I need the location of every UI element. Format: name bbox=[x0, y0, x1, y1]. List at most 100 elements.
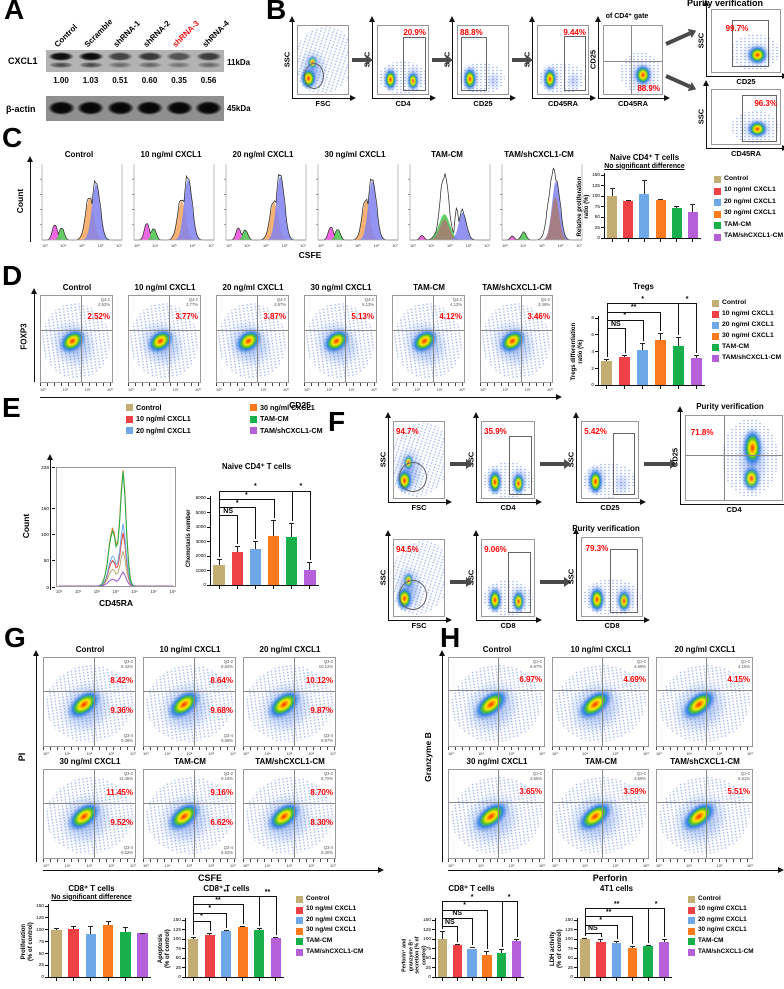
flow-plot: 79.3% SSC CD8 bbox=[567, 528, 650, 630]
x-tick bbox=[659, 386, 661, 389]
legend-swatch bbox=[712, 333, 719, 340]
histogram-plot: 10³ 10⁴ 10⁵ 10⁶ 10⁷ bbox=[217, 162, 309, 250]
protein-band bbox=[137, 62, 162, 68]
x-axis bbox=[604, 238, 701, 239]
x-tick-label: 10⁷ bbox=[392, 243, 398, 248]
scatter-core bbox=[589, 586, 605, 613]
x-tick-label: 10³ bbox=[502, 243, 508, 248]
x-axis bbox=[577, 977, 672, 978]
error-cap bbox=[640, 343, 646, 345]
flow-plot: Q3-2 8.64% Q3-4 9.68% 8.64% 9.68% 10³ 10⁴ 10⁵ 1… bbox=[143, 656, 237, 756]
chart-title: CD8⁺ T cells bbox=[448, 884, 495, 893]
y-tick bbox=[432, 938, 435, 940]
percentage-label: 5.42% bbox=[584, 426, 607, 436]
sig-drop bbox=[696, 303, 698, 354]
x-tick-label: 10⁰ bbox=[216, 386, 222, 392]
percentage-label: 5.51% bbox=[727, 786, 750, 796]
y-axis-label-line: Perforin⁺ and granzyme B⁺ bbox=[400, 938, 414, 972]
sig-drop bbox=[472, 917, 474, 945]
sig-label: NS bbox=[444, 918, 455, 926]
sig-label: NS bbox=[610, 320, 621, 328]
panel-label-a: A bbox=[4, 0, 25, 25]
sig-label: ** bbox=[613, 900, 620, 908]
plot-frame bbox=[41, 164, 123, 241]
quadrant-line-v bbox=[168, 296, 170, 382]
x-tick-label: 10³ bbox=[43, 750, 49, 756]
quadrant-line-v bbox=[520, 296, 522, 382]
quadrant-line-v bbox=[94, 658, 96, 746]
legend-label: 30 ng/ml CXCL1 bbox=[724, 209, 776, 216]
x-tick-label: 10⁵ bbox=[86, 750, 93, 756]
y-axis bbox=[604, 173, 605, 238]
quadrant-line-v bbox=[294, 658, 296, 746]
plot-title: TAM/shCXCL1-CM bbox=[504, 150, 574, 159]
sig-drop bbox=[616, 924, 618, 939]
y-tick bbox=[52, 560, 55, 562]
x-tick-label: 10⁴ bbox=[348, 386, 355, 392]
quadrant-stat: Q3-4 9.52% bbox=[121, 845, 133, 856]
chart-title: Naive CD4⁺ T cells bbox=[221, 462, 292, 471]
x-axis-label: CD25 bbox=[473, 99, 493, 108]
x-axis bbox=[706, 144, 784, 153]
y-tick bbox=[207, 555, 210, 557]
quadrant-line-h bbox=[449, 689, 544, 691]
x-axis-label: CD8 bbox=[604, 621, 620, 630]
error-cap bbox=[658, 198, 664, 200]
legend-label: TAM-CM bbox=[260, 414, 289, 423]
plot-area: 35.9% bbox=[481, 421, 535, 499]
gate-outline bbox=[564, 35, 586, 92]
legend-swatch bbox=[126, 415, 133, 423]
purity-title: Purity verification bbox=[696, 402, 764, 411]
y-tick bbox=[52, 466, 55, 468]
x-tick-labels: 10⁰ 10² 10⁴ 10⁶ bbox=[480, 387, 553, 392]
y-tick bbox=[207, 526, 210, 528]
x-tick-label: 10⁴ bbox=[84, 386, 91, 392]
y-tick bbox=[601, 206, 604, 207]
purity-title: Purity verification bbox=[572, 524, 640, 533]
sig-drop bbox=[624, 328, 626, 353]
quadrant-stat: Q3-4 9.87% bbox=[321, 733, 333, 744]
sig-bracket bbox=[219, 507, 256, 509]
sig-bracket bbox=[442, 926, 458, 928]
quadrant-line-h bbox=[144, 803, 235, 805]
flow-arrow bbox=[450, 576, 473, 587]
error-cap bbox=[690, 204, 696, 206]
x-tick-marks bbox=[43, 859, 136, 862]
flow-arrow bbox=[512, 54, 533, 65]
x-axis-label: CD8 bbox=[500, 621, 516, 630]
protein-band bbox=[77, 52, 104, 61]
y-tick bbox=[432, 948, 435, 949]
quadrant-line-v bbox=[194, 658, 196, 746]
gate-outline bbox=[508, 552, 531, 613]
plot-title: TAM-CM bbox=[585, 757, 617, 766]
x-tick-label: 10⁶ bbox=[195, 386, 201, 392]
x-tick-label: 10² bbox=[448, 862, 454, 868]
x-tick-labels: 10³ 10⁴ 10⁵ 10⁶ 10⁷ bbox=[143, 751, 236, 756]
legend-label: TAM-CM bbox=[724, 220, 752, 228]
error-bar bbox=[291, 523, 293, 538]
x-tick-label: 10⁵ bbox=[286, 750, 293, 756]
legend-swatch bbox=[250, 404, 257, 411]
error-cap bbox=[439, 931, 445, 933]
legend-label: TAM/shCXCL1-CM bbox=[698, 947, 754, 955]
sig-bracket bbox=[442, 901, 502, 903]
x-tick-marks bbox=[656, 859, 753, 862]
percentage-label: 9.16% bbox=[210, 788, 233, 798]
lane-label: shRNA-1 bbox=[111, 18, 142, 49]
x-tick bbox=[254, 586, 256, 589]
band-density-value: 0.60 bbox=[141, 76, 158, 85]
x-tick bbox=[218, 586, 220, 589]
quadrant-stat: Q4-2 2.52% bbox=[98, 297, 110, 307]
sig-drop bbox=[255, 507, 257, 539]
x-tick-label: 10² bbox=[326, 386, 333, 392]
x-tick-label: 10¹ bbox=[75, 589, 82, 594]
bar bbox=[213, 564, 225, 585]
histogram-fill bbox=[318, 181, 398, 240]
y-tick bbox=[207, 584, 210, 586]
x-axis bbox=[43, 866, 384, 875]
flow-plot: Q3-2 10.12% Q3-4 9.87% 10.12% 9.87% 10³ 10⁴ 10… bbox=[243, 656, 337, 756]
legend-swatch bbox=[296, 917, 303, 925]
y-axis bbox=[572, 412, 581, 502]
quadrant-line-h bbox=[144, 691, 235, 693]
